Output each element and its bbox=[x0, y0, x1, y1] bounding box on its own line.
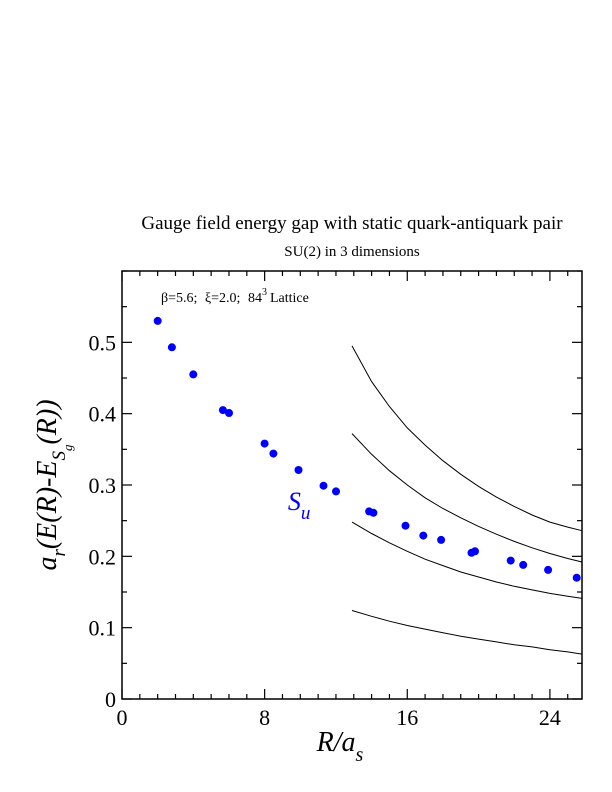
reference-curve-1 bbox=[351, 345, 583, 532]
data-point bbox=[519, 560, 528, 569]
x-axis-label: R/as bbox=[316, 727, 364, 766]
data-point bbox=[506, 556, 515, 565]
x-tick-label: 24 bbox=[539, 705, 561, 730]
data-point bbox=[401, 521, 410, 530]
data-points bbox=[153, 316, 581, 582]
y-tick-label: 0.2 bbox=[89, 544, 117, 569]
y-tick-label: 0.3 bbox=[89, 473, 117, 498]
y-tick-label: 0.5 bbox=[89, 330, 117, 355]
data-point bbox=[218, 406, 227, 415]
data-point bbox=[419, 531, 428, 540]
lattice-label: Lattice bbox=[270, 291, 309, 306]
data-point bbox=[437, 535, 446, 544]
reference-curve-2 bbox=[351, 433, 583, 563]
data-point bbox=[319, 481, 328, 490]
axis-ticks bbox=[121, 270, 582, 700]
series-label-su: Su bbox=[288, 487, 311, 524]
y-tick-label: 0.4 bbox=[89, 402, 117, 427]
y-axis-label-end: (R)) bbox=[32, 399, 63, 444]
plot-frame bbox=[121, 270, 583, 700]
x-axis-label-sub: s bbox=[356, 744, 364, 766]
data-point bbox=[225, 409, 233, 417]
y-axis-label-r: r bbox=[49, 549, 70, 557]
reference-curve-4 bbox=[351, 610, 583, 655]
y-axis-label: ar(E(R)-ESg(R)) bbox=[32, 399, 75, 570]
y-axis-label-g: g bbox=[60, 444, 75, 451]
data-point bbox=[471, 547, 479, 556]
y-axis-label-a: a bbox=[32, 557, 63, 571]
data-point bbox=[294, 466, 303, 474]
y-tick-label: 0 bbox=[105, 687, 116, 712]
data-point bbox=[544, 565, 553, 574]
data-point bbox=[269, 449, 278, 458]
data-point bbox=[153, 316, 162, 325]
beta-value: β=5.6; bbox=[161, 291, 197, 306]
chart-subtitle: SU(2) in 3 dimensions bbox=[284, 244, 420, 260]
data-point bbox=[167, 343, 176, 352]
x-tick-label: 16 bbox=[396, 705, 418, 730]
lattice-size: 84 bbox=[248, 291, 262, 306]
param-annotation: β=5.6; ξ=2.0; 843 Lattice bbox=[161, 287, 309, 306]
data-point bbox=[572, 573, 581, 582]
data-point bbox=[189, 370, 198, 379]
tick-labels: 0 8 16 24 0 0.1 0.2 0.3 0.4 0.5 bbox=[89, 330, 561, 730]
y-tick-label: 0.1 bbox=[89, 616, 117, 641]
data-point bbox=[332, 487, 340, 496]
x-tick-label: 0 bbox=[117, 705, 128, 730]
reference-curve-3 bbox=[351, 521, 583, 599]
data-point bbox=[260, 439, 269, 448]
series-name: S bbox=[288, 487, 301, 516]
y-axis-label-mid: (E(R)-E bbox=[32, 461, 63, 550]
data-point bbox=[369, 508, 378, 517]
y-axis-label-s: S bbox=[49, 451, 70, 461]
chart-title: Gauge field energy gap with static quark… bbox=[141, 213, 563, 234]
x-tick-label: 8 bbox=[259, 705, 270, 730]
x-axis-label-main: R/a bbox=[316, 727, 356, 758]
series-name-subscript: u bbox=[301, 503, 311, 524]
reference-curves bbox=[351, 345, 583, 655]
lattice-exponent: 3 bbox=[262, 287, 267, 298]
xi-value: ξ=2.0; bbox=[205, 291, 241, 306]
